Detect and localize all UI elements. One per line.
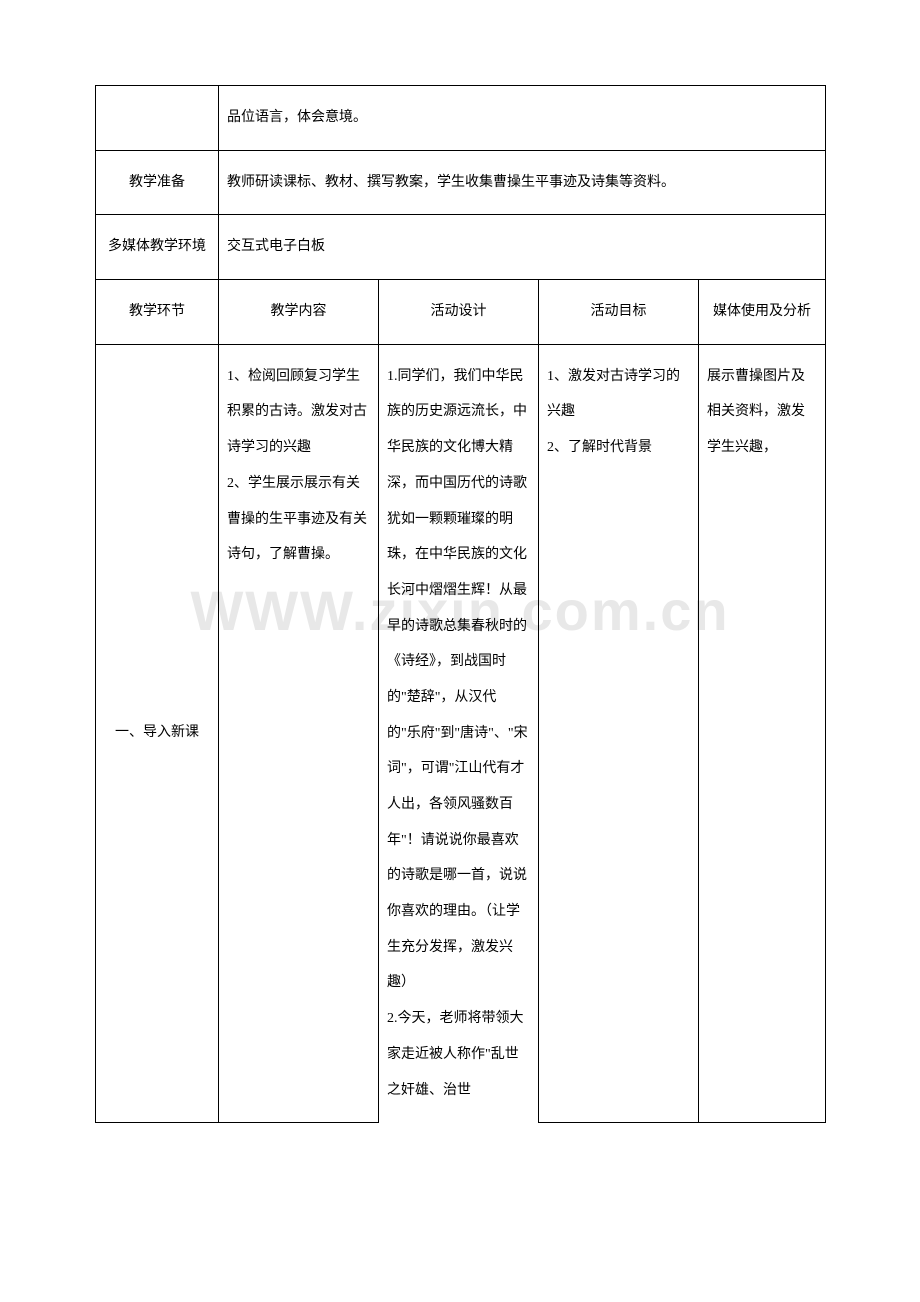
row-content-media-env: 交互式电子白板 xyxy=(219,215,826,280)
stage-cell: 一、导入新课 xyxy=(96,344,219,1122)
media-cell: 展示曹操图片及相关资料，激发学生兴趣， xyxy=(699,344,826,1122)
header-content: 教学内容 xyxy=(219,280,379,345)
table-row: 多媒体教学环境 交互式电子白板 xyxy=(96,215,826,280)
content-cell: 1、检阅回顾复习学生积累的古诗。激发对古诗学习的兴趣 2、学生展示展示有关曹操的… xyxy=(219,344,379,1122)
row-label xyxy=(96,86,219,151)
table-body-row: 一、导入新课 1、检阅回顾复习学生积累的古诗。激发对古诗学习的兴趣 2、学生展示… xyxy=(96,344,826,1122)
row-label-media-env: 多媒体教学环境 xyxy=(96,215,219,280)
document-page: 品位语言，体会意境。 教学准备 教师研读课标、教材、撰写教案，学生收集曹操生平事… xyxy=(0,0,920,1173)
table-row: 教学准备 教师研读课标、教材、撰写教案，学生收集曹操生平事迹及诗集等资料。 xyxy=(96,150,826,215)
row-label-prep: 教学准备 xyxy=(96,150,219,215)
lesson-plan-table: 品位语言，体会意境。 教学准备 教师研读课标、教材、撰写教案，学生收集曹操生平事… xyxy=(95,85,826,1123)
header-goal: 活动目标 xyxy=(539,280,699,345)
goal-cell: 1、激发对古诗学习的兴趣 2、了解时代背景 xyxy=(539,344,699,1122)
table-header-row: 教学环节 教学内容 活动设计 活动目标 媒体使用及分析 xyxy=(96,280,826,345)
activity-cell: 1.同学们，我们中华民族的历史源远流长，中华民族的文化博大精深，而中国历代的诗歌… xyxy=(379,344,539,1122)
table-row: 品位语言，体会意境。 xyxy=(96,86,826,151)
row-content: 品位语言，体会意境。 xyxy=(219,86,826,151)
row-content-prep: 教师研读课标、教材、撰写教案，学生收集曹操生平事迹及诗集等资料。 xyxy=(219,150,826,215)
table-container: 品位语言，体会意境。 教学准备 教师研读课标、教材、撰写教案，学生收集曹操生平事… xyxy=(95,85,825,1123)
header-media: 媒体使用及分析 xyxy=(699,280,826,345)
header-activity: 活动设计 xyxy=(379,280,539,345)
header-stage: 教学环节 xyxy=(96,280,219,345)
